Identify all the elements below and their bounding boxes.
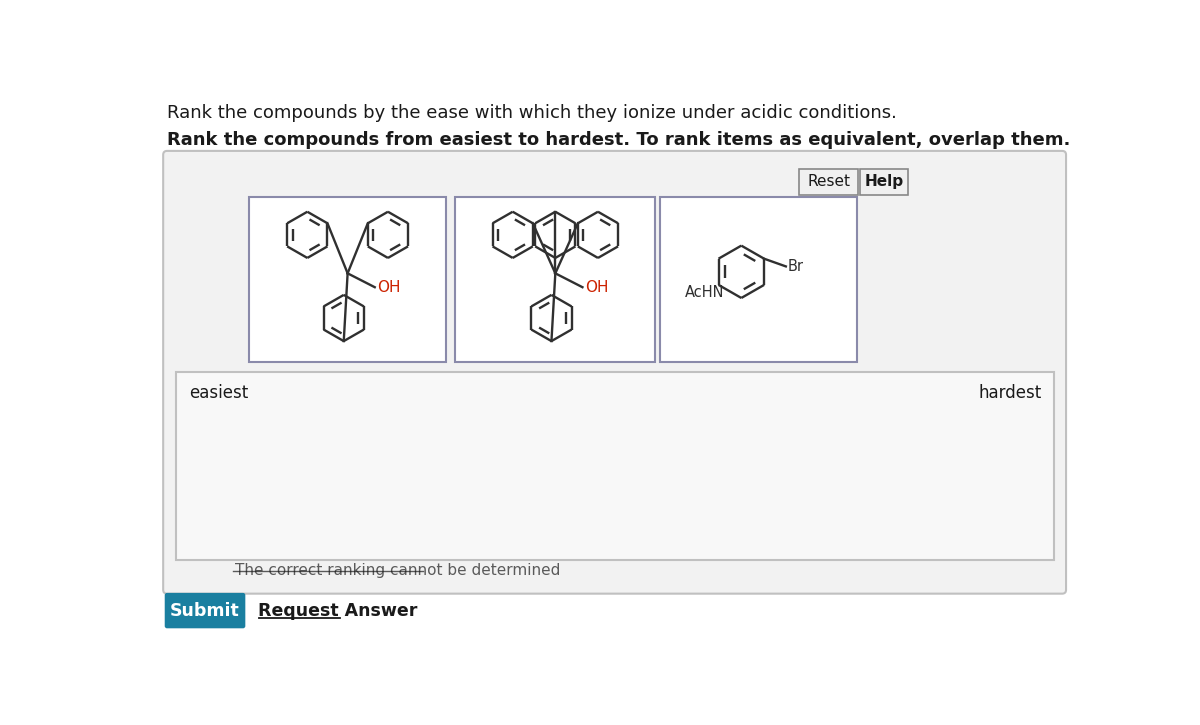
FancyBboxPatch shape [164, 593, 245, 629]
FancyBboxPatch shape [455, 197, 655, 362]
FancyBboxPatch shape [660, 197, 857, 362]
Text: Rank the compounds from easiest to hardest. To rank items as equivalent, overlap: Rank the compounds from easiest to harde… [167, 131, 1070, 149]
Text: OH: OH [584, 280, 608, 294]
Text: AcHN: AcHN [685, 285, 725, 299]
Text: hardest: hardest [978, 384, 1042, 402]
Text: easiest: easiest [188, 384, 248, 402]
FancyBboxPatch shape [799, 169, 858, 195]
FancyBboxPatch shape [163, 151, 1066, 594]
Text: Reset: Reset [808, 174, 851, 189]
Text: The correct ranking cannot be determined: The correct ranking cannot be determined [235, 563, 560, 578]
FancyBboxPatch shape [860, 169, 908, 195]
Text: Request Answer: Request Answer [258, 602, 418, 620]
Text: Help: Help [864, 174, 904, 189]
Text: Br: Br [787, 259, 803, 274]
FancyBboxPatch shape [250, 197, 446, 362]
Text: Submit: Submit [170, 602, 240, 620]
Text: OH: OH [377, 280, 401, 294]
FancyBboxPatch shape [175, 372, 1055, 560]
Text: Rank the compounds by the ease with which they ionize under acidic conditions.: Rank the compounds by the ease with whic… [167, 104, 896, 122]
